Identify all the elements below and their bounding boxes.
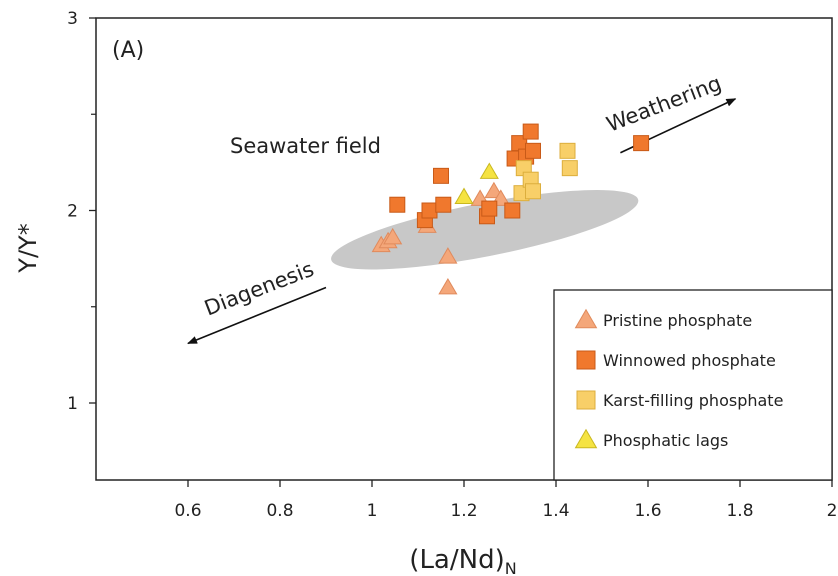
diagenesis-arrow [187,286,327,345]
x-tick-label: 0.8 [266,501,293,521]
diagenesis-arrow-label: Diagenesis [201,257,317,321]
weathering-arrow-label: Weathering [603,71,724,137]
legend-marker-karst-filling-phosphate [576,390,596,410]
pristine-phosphate-point [383,227,403,245]
seawater-field-ellipse [331,190,639,270]
x-tick-label: 1.2 [450,501,477,521]
winnowed-phosphate-point [433,167,449,184]
winnowed-phosphate-point [389,196,406,213]
legend-box [553,289,833,481]
y-tick-label: 1 [67,394,78,414]
x-axis-label-subscript: N [505,559,517,576]
winnowed-phosphate-point [481,200,498,217]
legend: Pristine phosphate Winnowed phosphate Kars… [553,289,833,481]
y-axis-label: Y/Y* [14,223,42,273]
legend-marker-pristine-phosphate [574,308,598,329]
x-axis-label: (La/Nd)N [409,545,516,576]
x-axis-label-main: (La/Nd) [409,545,504,575]
pristine-phosphate-point [438,277,458,295]
x-tick-label: 0.6 [174,501,201,521]
winnowed-phosphate-point [504,202,521,219]
karst-filling-phosphate-point [559,142,576,159]
y-axis-ticks: 1 2 3 [67,9,96,414]
x-tick-label: 1 [367,501,378,521]
phosphatic-lags-point [479,162,499,179]
pristine-phosphate-point [438,247,458,264]
x-axis-ticks: 0.6 0.8 1 1.2 1.4 1.6 1.8 2 [174,480,837,521]
legend-label-karst-filling-phosphate: Karst-filling phosphate [603,391,783,410]
legend-label-pristine-phosphate: Pristine phosphate [603,311,752,330]
x-tick-label: 2 [827,501,838,521]
winnowed-phosphate-point [522,123,539,140]
points-layer [371,123,650,295]
winnowed-phosphate-point [421,202,438,219]
x-tick-label: 1.8 [726,501,753,521]
legend-label-winnowed-phosphate: Winnowed phosphate [603,351,776,370]
winnowed-phosphate-point [435,196,452,213]
phosphatic-lags-point [454,187,474,204]
y-tick-label: 2 [67,202,78,222]
panel-label: (A) [112,38,144,63]
winnowed-phosphate-point [633,135,650,152]
seawater-field-label: Seawater field [230,134,381,158]
karst-filling-phosphate-point [561,160,578,177]
karst-filling-phosphate-point [525,183,541,200]
winnowed-phosphate-point [525,142,541,159]
x-tick-label: 1.6 [634,501,661,521]
legend-label-phosphatic-lags: Phosphatic lags [603,431,728,450]
legend-marker-winnowed-phosphate [576,350,596,370]
legend-marker-phosphatic-lags [574,428,598,449]
y-tick-label: 3 [67,9,78,29]
x-tick-label: 1.4 [542,501,569,521]
